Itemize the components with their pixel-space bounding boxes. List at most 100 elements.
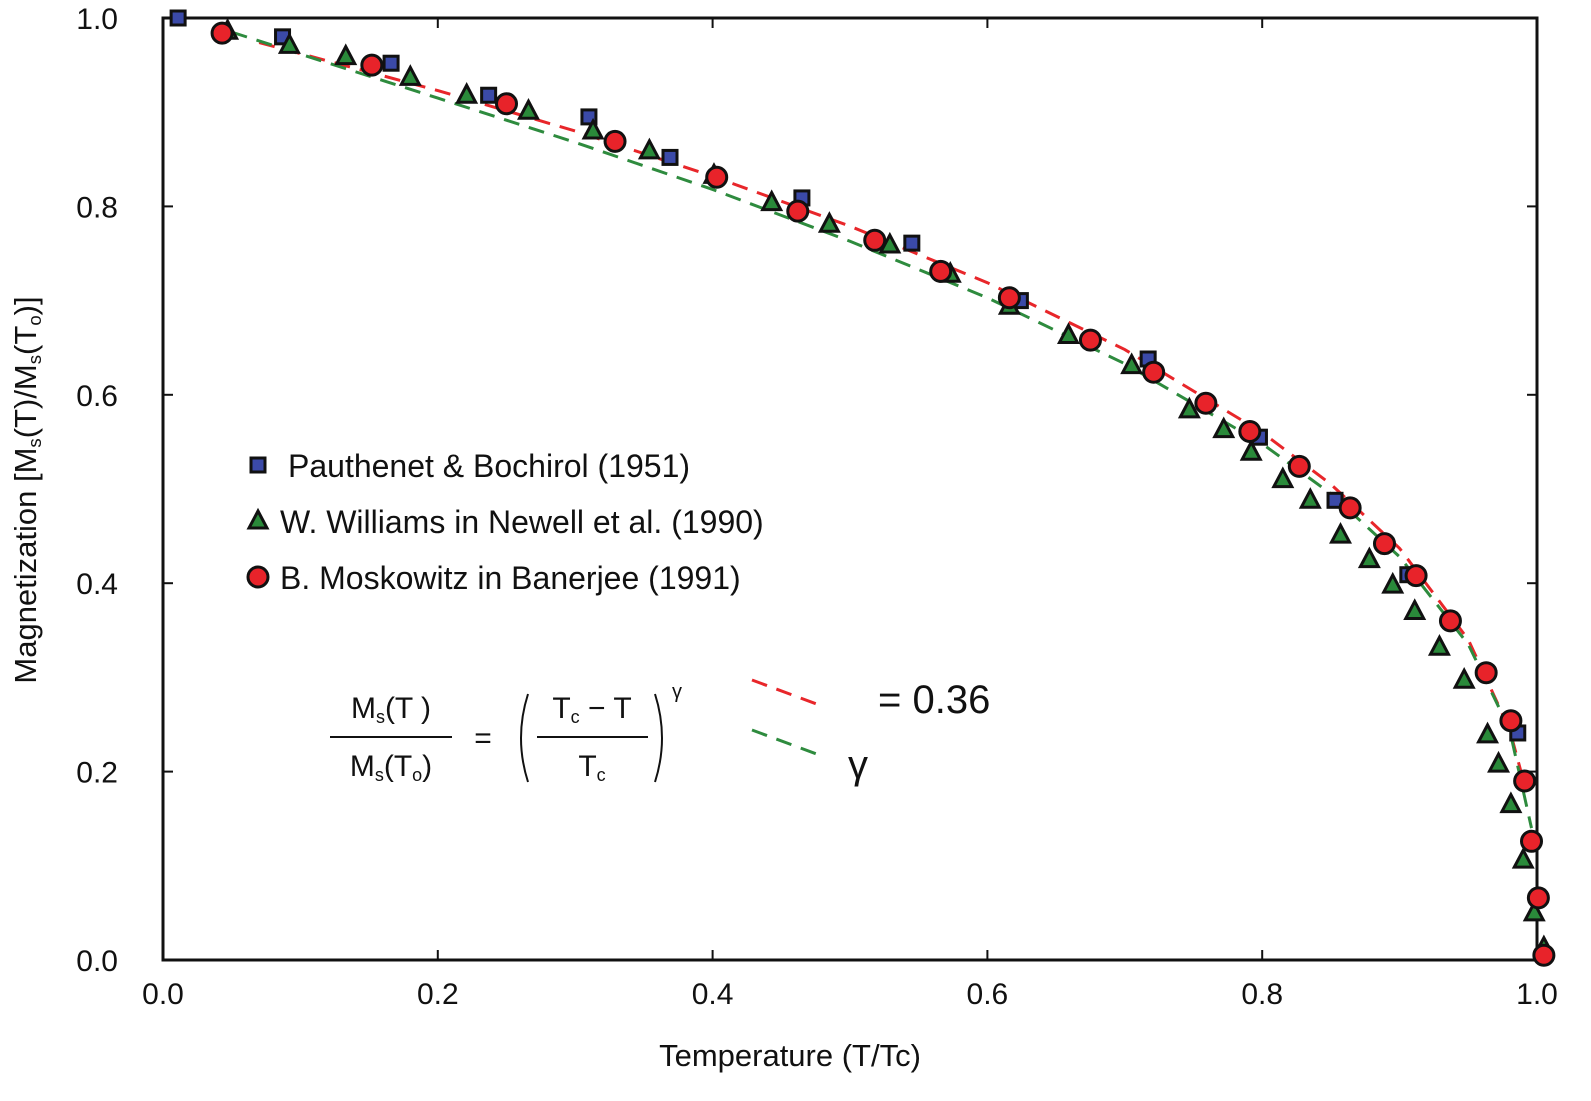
circle-marker — [360, 53, 384, 77]
circle-marker — [1287, 454, 1311, 478]
triangle-marker — [1271, 466, 1295, 489]
circle-marker — [1532, 943, 1556, 967]
circle-marker — [1238, 420, 1262, 444]
gamma-symbol: γ — [848, 743, 868, 787]
legend-line — [751, 728, 823, 758]
y-axis-label-part: o — [24, 315, 45, 325]
equation-text-part: T — [578, 750, 596, 783]
triangle-marker — [1212, 416, 1236, 439]
y-axis-label-part: s — [24, 355, 45, 364]
circle-marker — [1513, 769, 1537, 793]
gamma-value: = 0.36 — [878, 678, 990, 722]
square-marker — [903, 234, 921, 252]
triangle-marker — [760, 189, 784, 212]
x-axis-label: Temperature (T/Tc) — [659, 1038, 921, 1073]
paren-right — [654, 693, 663, 783]
x-tick-label: 0.6 — [967, 978, 1009, 1011]
equation-text-part: M — [351, 692, 376, 725]
fit-line — [258, 41, 1525, 781]
y-tick-label: 0.4 — [76, 568, 118, 601]
x-tick-label: 0.8 — [1241, 978, 1283, 1011]
circle-marker — [786, 199, 810, 223]
triangle-marker — [455, 82, 479, 104]
triangle-marker — [277, 32, 301, 54]
y-tick-label: 0.2 — [76, 757, 118, 790]
plot-frame — [161, 16, 1539, 962]
equation-text-part: M — [350, 750, 375, 783]
equation-text-part: c — [597, 765, 606, 785]
legend-line — [751, 678, 823, 708]
triangle-marker — [1120, 352, 1144, 375]
y-tick-label: 0.0 — [76, 945, 118, 978]
circle-marker — [1078, 328, 1102, 352]
triangle-marker — [1056, 322, 1080, 344]
equation-text-part: s — [376, 707, 385, 727]
legend-marker — [249, 456, 267, 474]
x-tick-label: 0.0 — [142, 978, 184, 1011]
equation-text-part: T — [552, 692, 570, 725]
circle-marker — [997, 286, 1021, 310]
circle-marker — [495, 92, 518, 116]
triangle-marker — [817, 211, 841, 233]
equation-text-part: (T — [384, 750, 412, 783]
equation-text-part: s — [375, 765, 384, 785]
legend-marker — [246, 507, 270, 530]
square-marker — [169, 9, 187, 27]
equation-text: Tc — [578, 750, 605, 785]
triangle-marker — [1298, 487, 1322, 509]
triangle-marker — [1427, 634, 1451, 656]
triangle-marker — [1452, 667, 1476, 689]
y-axis-label-part: (T)/M — [8, 364, 43, 438]
y-tick-label: 1.0 — [76, 3, 118, 36]
circle-marker — [705, 165, 729, 189]
y-axis-label-part: (T — [8, 326, 43, 355]
legend-label: B. Moskowitz in Banerjee (1991) — [280, 560, 741, 596]
x-tick-label: 0.2 — [417, 978, 459, 1011]
circle-marker — [210, 21, 234, 45]
equation-text: Ms(T ) — [351, 692, 431, 727]
equation-text-part: (T ) — [385, 692, 431, 725]
circle-marker — [1526, 886, 1550, 910]
equation-text: Ms(To) — [350, 750, 432, 785]
square-marker — [480, 86, 498, 104]
equation-text-part: o — [412, 765, 422, 785]
y-tick-label: 0.6 — [76, 380, 118, 413]
x-tick-label: 0.4 — [692, 978, 734, 1011]
x-tick-label: 1.0 — [1516, 978, 1558, 1011]
equation-text: Tc − T — [552, 692, 631, 727]
y-axis-label-part: Magnetization [M — [8, 448, 43, 684]
equation-text: γ — [672, 681, 682, 703]
equation-text: = — [474, 722, 492, 755]
circle-marker — [1474, 661, 1498, 685]
circle-marker — [1372, 532, 1396, 556]
square-marker — [382, 54, 400, 72]
circle-marker — [863, 228, 887, 252]
legend-label: W. Williams in Newell et al. (1990) — [280, 504, 764, 540]
circle-marker — [603, 129, 627, 153]
paren-left — [520, 693, 529, 783]
triangle-marker — [1357, 546, 1381, 569]
triangle-marker — [398, 64, 422, 86]
triangle-marker — [1499, 791, 1523, 814]
triangle-marker — [1381, 571, 1405, 594]
triangle-marker — [1177, 396, 1201, 419]
y-axis-label: Magnetization [Ms(T)/Ms(To)] — [8, 296, 45, 683]
circle-marker — [1404, 564, 1428, 588]
equation-text-part: c — [571, 707, 580, 727]
y-axis-label-part: s — [24, 438, 45, 447]
circle-marker — [929, 259, 953, 283]
equation-text-part: ) — [422, 750, 432, 783]
triangle-marker — [1239, 439, 1263, 461]
circle-marker — [1194, 391, 1218, 415]
legend-label: Pauthenet & Bochirol (1951) — [288, 448, 690, 484]
y-tick-label: 0.8 — [76, 191, 118, 224]
circle-marker — [1438, 609, 1462, 633]
triangle-marker — [1487, 750, 1511, 773]
triangle-marker — [1511, 846, 1535, 869]
legend-marker — [246, 565, 270, 589]
triangle-marker — [1329, 521, 1353, 544]
triangle-marker — [1403, 598, 1427, 620]
triangle-marker — [334, 43, 358, 66]
